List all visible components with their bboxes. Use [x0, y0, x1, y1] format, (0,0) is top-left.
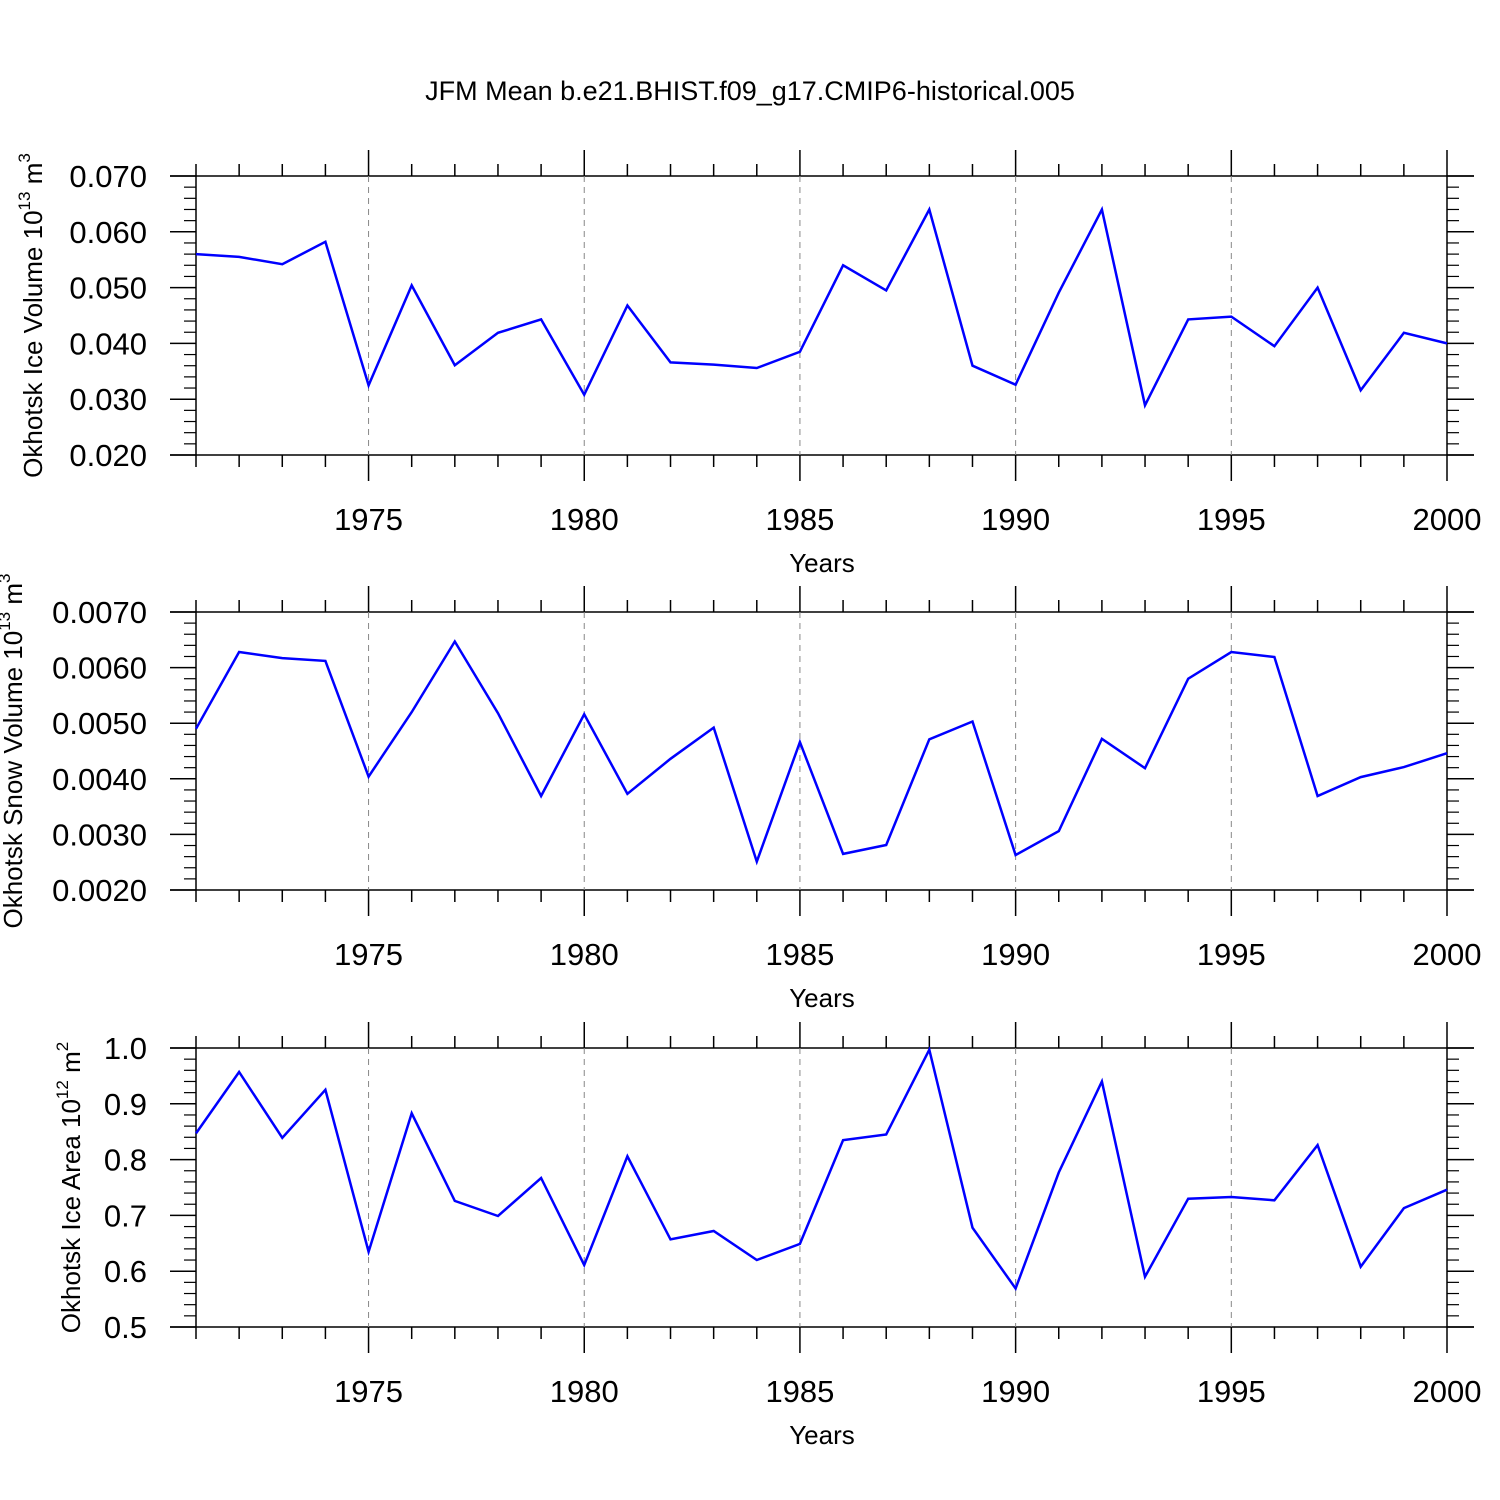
- y-tick-label: 0.0040: [52, 762, 147, 797]
- y-tick-label: 0.0070: [52, 595, 147, 630]
- y-axis-label-text: Okhotsk Snow Volume 10: [0, 631, 28, 929]
- y-axis-label-unit-exponent: 2: [53, 1042, 72, 1051]
- y-tick-label: 0.050: [69, 271, 147, 306]
- y-axis-label-unit: m: [18, 163, 48, 192]
- y-tick-label: 0.060: [69, 215, 147, 250]
- y-tick-label: 0.030: [69, 382, 147, 417]
- x-tick-label: 2000: [1413, 1374, 1482, 1409]
- x-axis-label: Years: [789, 983, 855, 1013]
- x-tick-label: 2000: [1413, 502, 1482, 537]
- x-tick-label: 1975: [334, 1374, 403, 1409]
- panel-ice-area: 1975 1980 1985 1990 1995 2000 0.5 0.6 0.7 0.8 0.9 1…: [53, 1022, 1481, 1450]
- y-tick-label: 0.5: [104, 1310, 147, 1345]
- x-axis-label: Years: [789, 548, 855, 578]
- y-tick-label: 0.0060: [52, 651, 147, 686]
- y-axis-label-unit-exponent: 3: [0, 574, 14, 583]
- x-tick-label: 2000: [1413, 937, 1482, 972]
- y-tick-label: 0.7: [104, 1198, 147, 1233]
- x-tick-label: 1995: [1197, 937, 1266, 972]
- data-series-line: [194, 639, 1448, 866]
- y-tick-label: 0.0020: [52, 873, 147, 908]
- panel-snow-volume: 1975 1980 1985 1990 1995 2000 0.0020 0.0030 0.00…: [0, 574, 1481, 1014]
- y-axis-label-unit: m: [56, 1051, 86, 1080]
- x-tick-label: 1975: [334, 502, 403, 537]
- y-tick-label: 0.0050: [52, 706, 147, 741]
- y-axis-label-text: Okhotsk Ice Area 10: [56, 1099, 86, 1333]
- y-tick-label: 0.040: [69, 326, 147, 361]
- data-series-line: [194, 1046, 1448, 1292]
- data-series-line: [195, 205, 1448, 410]
- y-axis-label-exponent: 12: [53, 1080, 72, 1099]
- y-tick-label: 0.070: [69, 159, 147, 194]
- x-axis-label: Years: [789, 1420, 855, 1450]
- x-tick-label: 1990: [981, 1374, 1050, 1409]
- y-tick-label: 0.6: [104, 1254, 147, 1289]
- y-axis-label-exponent: 13: [0, 612, 14, 631]
- x-tick-label: 1990: [981, 937, 1050, 972]
- x-tick-label: 1995: [1197, 1374, 1266, 1409]
- y-tick-label: 0.9: [104, 1087, 147, 1122]
- y-tick-label: 0.020: [69, 438, 147, 473]
- x-tick-label: 1985: [765, 502, 834, 537]
- chart-title: JFM Mean b.e21.BHIST.f09_g17.CMIP6-histo…: [425, 76, 1075, 106]
- x-tick-label: 1985: [765, 1374, 834, 1409]
- y-axis-label: Okhotsk Ice Area 1012 m2: [53, 1042, 86, 1333]
- x-tick-label: 1995: [1197, 502, 1266, 537]
- y-tick-label: 1.0: [104, 1031, 147, 1066]
- y-tick-label: 0.8: [104, 1143, 147, 1178]
- x-tick-label: 1980: [550, 502, 619, 537]
- y-axis-label-unit-exponent: 3: [15, 153, 34, 162]
- x-tick-label: 1990: [981, 502, 1050, 537]
- x-tick-label: 1980: [550, 1374, 619, 1409]
- panel-ice-volume: 1975 1980 1985 1990 1995 2000 0.020 0.030 0.040 0…: [15, 150, 1481, 578]
- y-axis-label: Okhotsk Ice Volume 1013 m3: [15, 153, 48, 478]
- y-tick-label: 0.0030: [52, 817, 147, 852]
- y-axis-label-unit: m: [0, 583, 28, 612]
- y-axis-label-text: Okhotsk Ice Volume 10: [18, 210, 48, 477]
- x-tick-label: 1980: [550, 937, 619, 972]
- x-tick-label: 1985: [765, 937, 834, 972]
- y-axis-label-exponent: 13: [15, 192, 34, 211]
- x-tick-label: 1975: [334, 937, 403, 972]
- y-axis-label: Okhotsk Snow Volume 1013 m3: [0, 574, 28, 929]
